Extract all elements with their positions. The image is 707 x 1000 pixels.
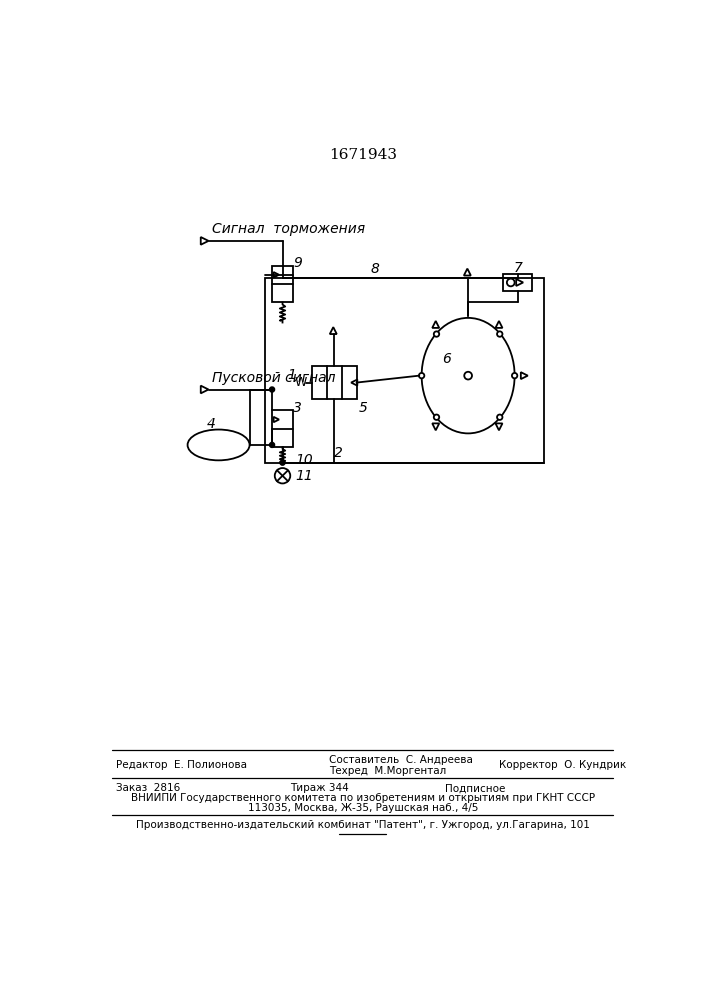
Text: 2: 2 — [334, 446, 343, 460]
Text: 6: 6 — [442, 352, 451, 366]
Circle shape — [270, 387, 274, 392]
Text: W: W — [295, 376, 307, 389]
Circle shape — [512, 373, 518, 378]
Text: 11: 11 — [295, 469, 312, 483]
Text: Редактор  Е. Полионова: Редактор Е. Полионова — [115, 760, 247, 770]
Text: Составитель  С. Андреева: Составитель С. Андреева — [329, 755, 472, 765]
Text: Подписное: Подписное — [445, 783, 506, 793]
Text: 8: 8 — [370, 262, 380, 276]
Text: Заказ  2816: Заказ 2816 — [115, 783, 180, 793]
Text: Тираж 344: Тираж 344 — [290, 783, 349, 793]
Circle shape — [497, 415, 503, 420]
Text: 1: 1 — [288, 368, 297, 382]
Text: 4: 4 — [206, 417, 215, 431]
Bar — [265, 278, 544, 463]
Text: 5: 5 — [358, 401, 367, 415]
Bar — [272, 410, 293, 447]
Circle shape — [497, 331, 503, 337]
Circle shape — [270, 443, 274, 447]
Text: 1671943: 1671943 — [329, 148, 397, 162]
Text: ВНИИПИ Государственного комитета по изобретениям и открытиям при ГКНТ СССР: ВНИИПИ Государственного комитета по изоб… — [131, 793, 595, 803]
Text: Сигнал  торможения: Сигнал торможения — [212, 222, 366, 236]
Circle shape — [434, 415, 439, 420]
Text: 9: 9 — [293, 256, 302, 270]
Text: 113035, Москва, Ж-35, Раушская наб., 4/5: 113035, Москва, Ж-35, Раушская наб., 4/5 — [247, 803, 478, 813]
Circle shape — [434, 331, 439, 337]
Text: Производственно-издательский комбинат "Патент", г. Ужгород, ул.Гагарина, 101: Производственно-издательский комбинат "П… — [136, 820, 590, 830]
Bar — [312, 366, 356, 399]
Text: Пусковой сигнал: Пусковой сигнал — [212, 371, 336, 385]
Bar — [272, 266, 293, 302]
Bar — [503, 274, 532, 291]
Text: 7: 7 — [513, 261, 522, 275]
Text: Корректор  О. Кундрик: Корректор О. Кундрик — [499, 760, 626, 770]
Text: Техред  М.Моргентал: Техред М.Моргентал — [329, 766, 446, 776]
Text: 10: 10 — [295, 453, 312, 467]
Circle shape — [280, 460, 285, 465]
Circle shape — [419, 373, 424, 378]
Text: 3: 3 — [293, 401, 302, 415]
